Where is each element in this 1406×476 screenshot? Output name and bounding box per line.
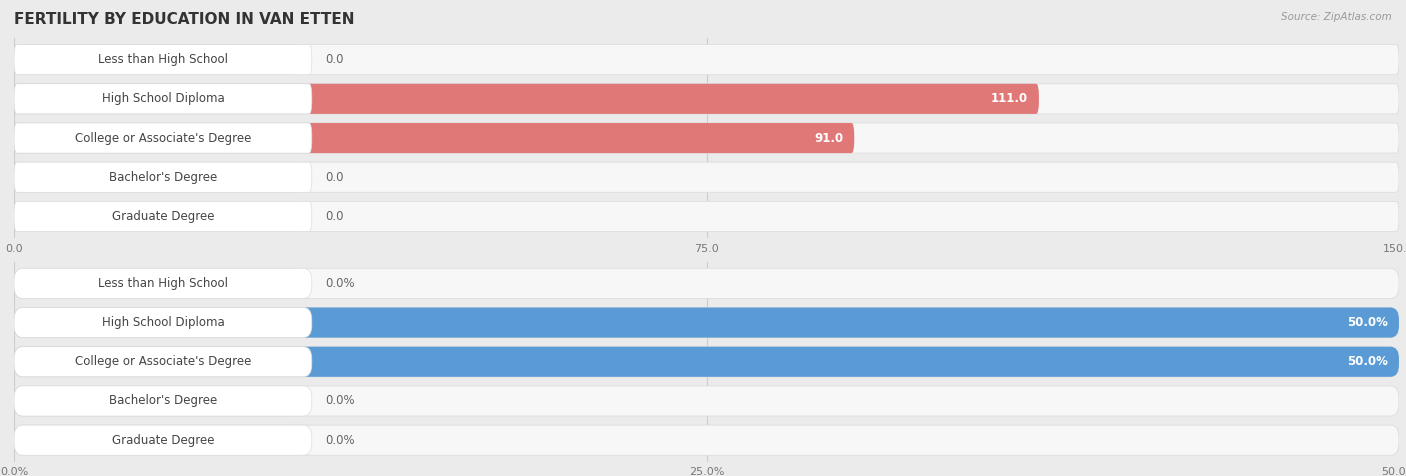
- Text: 91.0: 91.0: [814, 131, 844, 145]
- FancyBboxPatch shape: [14, 425, 1399, 455]
- Text: Bachelor's Degree: Bachelor's Degree: [108, 395, 217, 407]
- Text: High School Diploma: High School Diploma: [101, 92, 225, 105]
- Text: Less than High School: Less than High School: [98, 277, 228, 290]
- Text: College or Associate's Degree: College or Associate's Degree: [75, 131, 252, 145]
- FancyBboxPatch shape: [14, 201, 1399, 231]
- FancyBboxPatch shape: [14, 425, 297, 455]
- FancyBboxPatch shape: [14, 123, 312, 153]
- Text: 0.0: 0.0: [326, 53, 344, 66]
- FancyBboxPatch shape: [14, 201, 297, 231]
- FancyBboxPatch shape: [14, 268, 297, 298]
- Text: Less than High School: Less than High School: [98, 53, 228, 66]
- Text: 0.0%: 0.0%: [326, 395, 356, 407]
- FancyBboxPatch shape: [14, 162, 312, 192]
- Text: Graduate Degree: Graduate Degree: [111, 210, 214, 223]
- Text: Graduate Degree: Graduate Degree: [111, 434, 214, 446]
- FancyBboxPatch shape: [14, 347, 1399, 377]
- FancyBboxPatch shape: [14, 201, 312, 231]
- FancyBboxPatch shape: [14, 307, 1399, 337]
- Text: Source: ZipAtlas.com: Source: ZipAtlas.com: [1281, 12, 1392, 22]
- Text: High School Diploma: High School Diploma: [101, 316, 225, 329]
- FancyBboxPatch shape: [14, 84, 1399, 114]
- Text: Bachelor's Degree: Bachelor's Degree: [108, 171, 217, 184]
- FancyBboxPatch shape: [14, 45, 297, 75]
- FancyBboxPatch shape: [14, 162, 1399, 192]
- Text: 50.0%: 50.0%: [1347, 355, 1388, 368]
- Text: 0.0%: 0.0%: [326, 277, 356, 290]
- FancyBboxPatch shape: [14, 268, 312, 298]
- FancyBboxPatch shape: [14, 347, 312, 377]
- FancyBboxPatch shape: [14, 307, 312, 337]
- Text: College or Associate's Degree: College or Associate's Degree: [75, 355, 252, 368]
- FancyBboxPatch shape: [14, 386, 1399, 416]
- Text: 0.0%: 0.0%: [326, 434, 356, 446]
- Text: 50.0%: 50.0%: [1347, 316, 1388, 329]
- FancyBboxPatch shape: [14, 45, 1399, 75]
- FancyBboxPatch shape: [14, 268, 1399, 298]
- Text: 0.0: 0.0: [326, 210, 344, 223]
- FancyBboxPatch shape: [14, 84, 1039, 114]
- FancyBboxPatch shape: [14, 84, 312, 114]
- FancyBboxPatch shape: [14, 347, 1399, 377]
- Text: 0.0: 0.0: [326, 171, 344, 184]
- Text: 111.0: 111.0: [991, 92, 1028, 105]
- FancyBboxPatch shape: [14, 45, 312, 75]
- FancyBboxPatch shape: [14, 307, 1399, 337]
- FancyBboxPatch shape: [14, 123, 1399, 153]
- FancyBboxPatch shape: [14, 123, 855, 153]
- FancyBboxPatch shape: [14, 425, 312, 455]
- FancyBboxPatch shape: [14, 386, 312, 416]
- FancyBboxPatch shape: [14, 162, 297, 192]
- Text: FERTILITY BY EDUCATION IN VAN ETTEN: FERTILITY BY EDUCATION IN VAN ETTEN: [14, 12, 354, 27]
- FancyBboxPatch shape: [14, 386, 297, 416]
